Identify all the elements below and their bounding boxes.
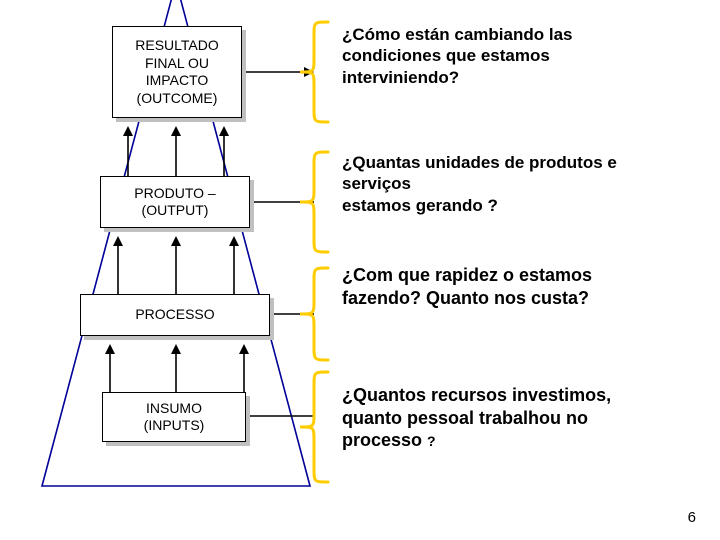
page-number: 6 xyxy=(688,509,696,526)
q-outcome: ¿Cómo están cambiando las condiciones qu… xyxy=(342,24,662,88)
outcome-label: RESULTADOFINAL OUIMPACTO(OUTCOME) xyxy=(135,37,219,107)
output-box: PRODUTO –(OUTPUT) xyxy=(100,176,250,228)
insumo-label: INSUMO(INPUTS) xyxy=(144,400,205,435)
insumo-box: INSUMO(INPUTS) xyxy=(102,392,246,442)
processo-box: PROCESSO xyxy=(80,294,270,336)
output-label: PRODUTO –(OUTPUT) xyxy=(134,185,215,220)
q-insumo: ¿Quantos recursos investimos, quanto pes… xyxy=(342,384,652,452)
outcome-box: RESULTADOFINAL OUIMPACTO(OUTCOME) xyxy=(112,26,242,118)
processo-label: PROCESSO xyxy=(135,306,214,324)
q-output: ¿Quantas unidades de produtos e serviços… xyxy=(342,152,642,216)
q-processo: ¿Com que rapidez o estamos fazendo? Quan… xyxy=(342,264,642,309)
